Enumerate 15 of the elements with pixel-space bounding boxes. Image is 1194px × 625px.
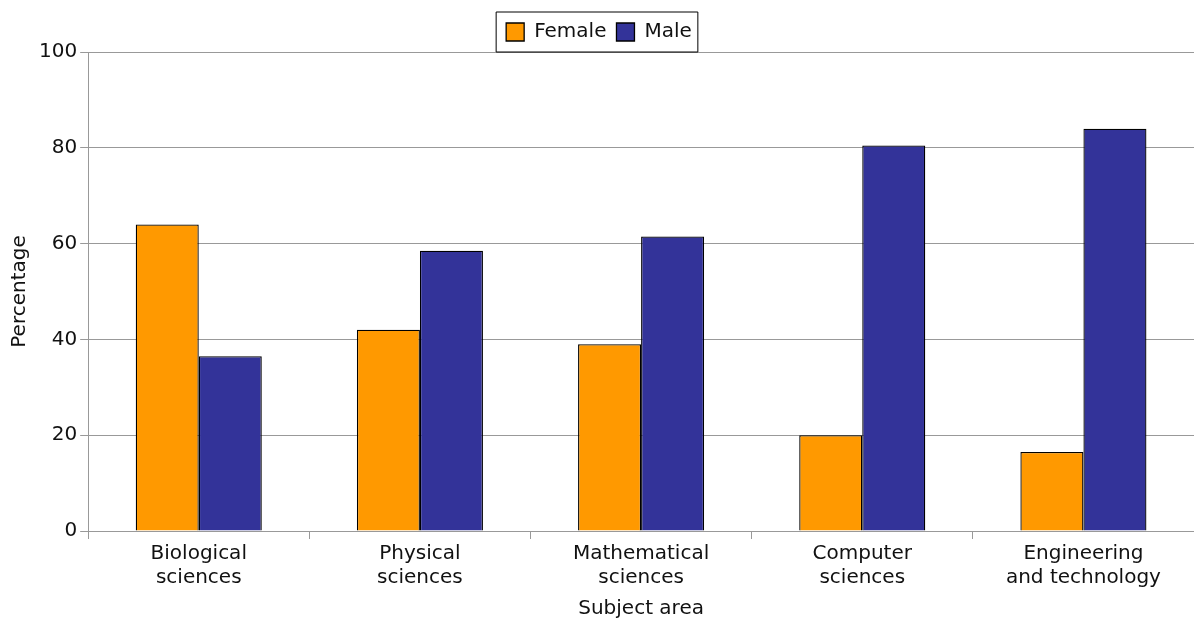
y-axis-title: Percentage xyxy=(6,235,31,348)
x-tick-label: Computer sciences xyxy=(812,540,913,589)
x-tick-label: Physical sciences xyxy=(377,540,463,589)
y-tick-label: 20 xyxy=(51,421,78,446)
y-tick-label: 40 xyxy=(51,325,78,350)
x-tick-label: Biological sciences xyxy=(150,540,247,589)
x-tick-label: Engineering and technology xyxy=(1005,540,1162,589)
y-tick-label: 0 xyxy=(64,517,78,542)
y-tick-label: 80 xyxy=(51,134,78,158)
x-tick-label: Mathematical sciences xyxy=(572,540,710,589)
legend-label: Male xyxy=(644,18,692,43)
y-tick-label: 100 xyxy=(38,38,78,63)
legend-label: Female xyxy=(534,18,607,43)
x-axis-title: Subject area xyxy=(578,595,704,620)
y-tick-label: 60 xyxy=(51,229,78,254)
